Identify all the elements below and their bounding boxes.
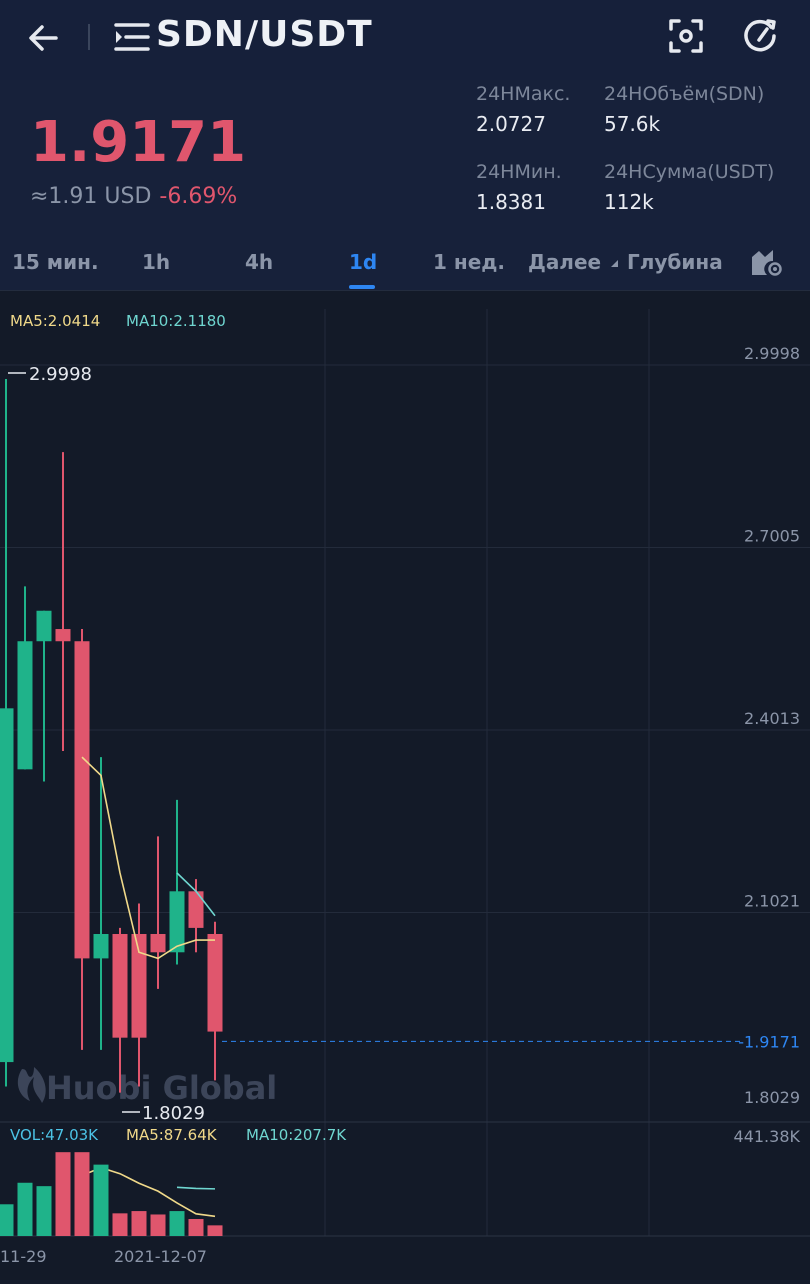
candle-body-6: [112, 933, 128, 1038]
ma-lines: [81, 756, 216, 1218]
volume-ma5-label: MA5:87.64K: [126, 1126, 218, 1144]
candle-body-2: [36, 610, 52, 642]
volume-bar-1: [17, 1182, 33, 1236]
tab-depth[interactable]: Глубина: [627, 250, 723, 274]
high-value: 2.0727: [476, 112, 546, 136]
volume-bar-9: [169, 1211, 185, 1236]
pair-title[interactable]: SDN/USDT: [156, 14, 373, 55]
volume-bar-4: [74, 1152, 90, 1236]
high-label: 24HМакс.: [476, 83, 571, 105]
interval-tabs: 15 мин. 1h 4h 1d 1 нед. Далее Глубина: [0, 230, 810, 291]
y-tick-2: 2.4013: [744, 709, 800, 728]
low-label: 24HМин.: [476, 161, 562, 183]
candle-body-10: [188, 891, 204, 928]
candle-body-9: [169, 891, 185, 953]
volume-ma10-line: [176, 1186, 216, 1190]
ma5-line: [81, 756, 215, 960]
price-change: -6.69%: [159, 184, 238, 209]
usd-value-row: ≈1.91 USD -6.69%: [30, 184, 237, 209]
chart-labels: MA5:2.0414 MA10:2.1180 2.9998 2.7005 2.4013 2…: [0, 312, 801, 1266]
x-label-0: 11-29: [0, 1247, 47, 1266]
chart-grid: [0, 309, 810, 1237]
volume-bar-11: [207, 1225, 223, 1236]
max-marker-label: 2.9998: [29, 364, 92, 385]
kline-chart-svg: Huobi Global MA5:2.0414 MA10:2.1180 2.9998…: [0, 309, 810, 1266]
chart-settings-icon[interactable]: [750, 247, 784, 277]
candle-body-4: [74, 641, 90, 959]
ma10-label: MA10:2.1180: [126, 312, 226, 330]
volume-bar-2: [36, 1186, 52, 1236]
volume-ma10-label: MA10:207.7K: [246, 1126, 347, 1144]
tab-1-week[interactable]: 1 нед.: [433, 250, 506, 274]
ma5-label: MA5:2.0414: [10, 312, 100, 330]
tab-15-min[interactable]: 15 мин.: [12, 250, 99, 274]
volume-bar-7: [131, 1211, 147, 1236]
last-price: 1.9171: [30, 110, 247, 175]
flame-logo-icon: [17, 1067, 46, 1103]
y-tick-3: 2.1021: [744, 892, 800, 911]
usd-value: ≈1.91 USD: [30, 184, 152, 209]
candle-body-5: [93, 933, 109, 959]
y-tick-1: 2.7005: [744, 527, 800, 546]
focus-scan-icon[interactable]: [666, 16, 706, 56]
tab-1h[interactable]: 1h: [142, 250, 171, 274]
volume-bar-10: [188, 1219, 204, 1236]
volume-bar-5: [93, 1164, 109, 1236]
volume-max-label: 441.38K: [734, 1127, 801, 1146]
volume-bars: [0, 1152, 223, 1236]
dropdown-triangle-icon: [611, 260, 619, 267]
header-divider: [88, 24, 90, 50]
volume-bar-0: [0, 1204, 14, 1236]
kline-chart[interactable]: Huobi Global MA5:2.0414 MA10:2.1180 2.9998…: [0, 291, 810, 1280]
amount-value: 112k: [604, 190, 654, 214]
tab-more-label: Далее: [528, 250, 602, 274]
tab-4h[interactable]: 4h: [245, 250, 274, 274]
tab-1d[interactable]: 1d: [349, 250, 378, 274]
min-marker-label: 1.8029: [142, 1103, 205, 1124]
candle-body-8: [150, 933, 166, 953]
active-tab-indicator: [349, 285, 375, 289]
candle-body-11: [207, 933, 223, 1032]
app-header: SDN/USDT: [0, 0, 810, 80]
menu-list-icon[interactable]: [114, 20, 150, 54]
watermark: Huobi Global: [46, 1069, 277, 1107]
back-arrow-icon[interactable]: [24, 18, 64, 58]
y-tick-0: 2.9998: [744, 344, 800, 363]
volume-bar-6: [112, 1213, 128, 1236]
x-label-1: 2021-12-07: [114, 1247, 207, 1266]
volume-bar-3: [55, 1152, 71, 1236]
tab-more[interactable]: Далее: [528, 250, 620, 274]
volume-value: 57.6k: [604, 112, 661, 136]
candle-body-7: [131, 933, 147, 1038]
amount-label: 24HСумма(USDT): [604, 161, 775, 183]
volume-label: VOL:47.03K: [10, 1126, 99, 1144]
candle-body-0: [0, 708, 14, 1063]
y-tick-4: 1.8029: [744, 1088, 800, 1107]
candles: [0, 378, 223, 1093]
current-price-label: -1.9171: [738, 1032, 800, 1051]
volume-bar-8: [150, 1214, 166, 1236]
volume-label: 24HОбъём(SDN): [604, 83, 765, 105]
refresh-icon[interactable]: [740, 16, 780, 56]
ticker-panel: 1.9171 ≈1.91 USD -6.69% 24HМакс. 2.0727 2…: [0, 80, 810, 230]
candle-body-1: [17, 641, 33, 770]
low-value: 1.8381: [476, 190, 546, 214]
ma10-line: [176, 872, 216, 917]
candle-body-3: [55, 629, 71, 642]
